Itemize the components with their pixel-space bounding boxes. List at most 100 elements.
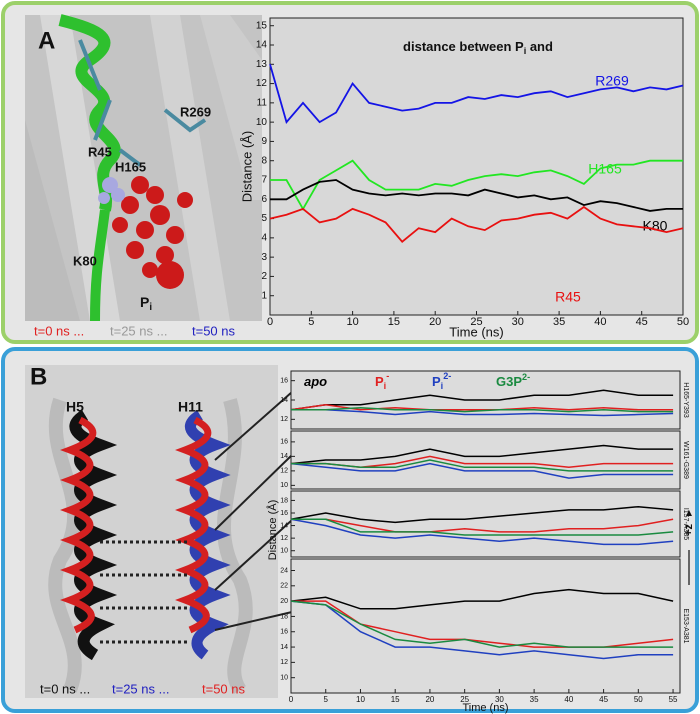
- x-tick-label: 0: [289, 695, 294, 704]
- y-tick-label: 10: [280, 548, 288, 555]
- legend-entry: Pi-: [375, 372, 389, 392]
- y-tick-label: 18: [280, 497, 288, 504]
- x-tick-label: 25: [460, 695, 469, 704]
- y-tick-label: 20: [280, 598, 288, 605]
- series-line: [290, 389, 674, 411]
- y-tick-label: 2: [261, 271, 267, 282]
- subplot-label: I157-A385: [682, 508, 689, 540]
- superscript: 2-: [443, 372, 451, 382]
- series-line: [291, 518, 674, 533]
- y-axis-label: Distance (Å): [266, 500, 279, 561]
- time-label: t=0 ns ...: [40, 681, 90, 696]
- subscript: i: [149, 302, 152, 313]
- series-line: [270, 159, 683, 211]
- legend-entry: apo: [304, 374, 327, 389]
- x-tick-label: 20: [429, 316, 441, 328]
- subplot-label: H165-Y393: [682, 382, 689, 418]
- y-tick-label: 12: [280, 659, 288, 666]
- y-tick-label: 6: [261, 194, 267, 205]
- y-tick-label: 14: [280, 522, 288, 529]
- y-tick-label: 16: [280, 378, 288, 385]
- y-tick-label: 3: [261, 252, 267, 263]
- helix-label: H5: [66, 399, 84, 415]
- x-tick-label: 35: [530, 695, 539, 704]
- series-line: [290, 505, 674, 524]
- y-tick-label: 12: [280, 416, 288, 423]
- subscript: i: [524, 46, 527, 56]
- y-tick-label: 4: [261, 232, 267, 243]
- y-tick-label: 1: [261, 290, 267, 301]
- x-tick-label: 5: [308, 316, 314, 328]
- series-line: [290, 462, 674, 479]
- x-tick-label: 10: [356, 695, 365, 704]
- time-label: t=50 ns: [192, 323, 236, 338]
- axis-arrow: [686, 510, 692, 516]
- x-tick-label: 30: [512, 316, 524, 328]
- time-label: t=25 ns ...: [110, 323, 167, 338]
- subscript: i: [384, 381, 387, 391]
- x-tick-label: 30: [495, 695, 504, 704]
- y-tick-label: 12: [280, 535, 288, 542]
- y-tick-label: 16: [280, 510, 288, 517]
- time-label: t=25 ns ...: [112, 681, 169, 696]
- y-tick-label: 5: [261, 213, 267, 224]
- series-line: [291, 518, 674, 536]
- y-tick-label: 18: [280, 613, 288, 620]
- x-tick-label: 25: [470, 316, 482, 328]
- series-label: K80: [643, 218, 668, 234]
- text-part: G3P: [496, 374, 522, 389]
- series-line: [291, 459, 674, 472]
- x-tick-label: 35: [553, 316, 565, 328]
- x-axis-label: Time (ns): [462, 702, 508, 714]
- series-label: H165: [588, 161, 622, 177]
- ligand-label: Pi: [140, 294, 152, 313]
- axis-note: +z: [683, 524, 695, 536]
- legend-entry: Pi2-: [432, 372, 451, 392]
- helix-label: H11: [178, 399, 203, 415]
- chart-title: distance between Pi and: [403, 39, 553, 56]
- superscript: 2-: [522, 372, 530, 382]
- x-tick-label: 55: [669, 695, 678, 704]
- residue-label: H165: [115, 159, 146, 174]
- series-line: [290, 518, 674, 546]
- panel-letter: B: [30, 363, 47, 390]
- legend-entry: G3P2-: [496, 372, 530, 389]
- y-tick-label: 16: [280, 629, 288, 636]
- y-tick-label: 11: [257, 97, 268, 108]
- x-axis-label: Time (ns): [449, 324, 503, 339]
- x-tick-label: 45: [636, 316, 648, 328]
- y-tick-label: 13: [256, 59, 268, 70]
- x-tick-label: 45: [599, 695, 608, 704]
- x-tick-label: 15: [388, 316, 400, 328]
- x-tick-label: 15: [391, 695, 400, 704]
- time-label: t=50 ns: [202, 681, 246, 696]
- y-tick-label: 8: [261, 155, 267, 166]
- text-part: apo: [304, 374, 327, 389]
- y-tick-label: 15: [256, 20, 268, 31]
- series-line: [290, 600, 674, 660]
- y-tick-label: 10: [280, 675, 288, 682]
- series-line: [290, 444, 674, 465]
- subplot-label: E153-A381: [682, 608, 689, 643]
- residue-label: R45: [88, 144, 112, 159]
- y-tick-label: 14: [280, 397, 288, 404]
- y-tick-label: 14: [280, 644, 288, 651]
- panel-b-image: [25, 365, 293, 698]
- text-part: P: [375, 374, 384, 389]
- x-tick-label: 5: [324, 695, 329, 704]
- panel-a-image: [25, 14, 262, 322]
- y-axis-label: Distance (Å): [239, 131, 254, 203]
- series-line: [291, 408, 674, 417]
- y-tick-label: 10: [280, 482, 288, 489]
- y-tick-label: 24: [280, 567, 288, 574]
- x-tick-label: 50: [634, 695, 643, 704]
- text-part: P: [140, 294, 149, 310]
- y-tick-label: 9: [261, 136, 267, 147]
- y-tick-label: 12: [280, 468, 288, 475]
- residue-label: K80: [73, 253, 97, 268]
- series-line: [291, 406, 674, 413]
- text-part: and: [526, 39, 553, 54]
- panel-letter: A: [38, 27, 55, 54]
- series-line: [269, 64, 684, 124]
- plot-area: [290, 558, 681, 694]
